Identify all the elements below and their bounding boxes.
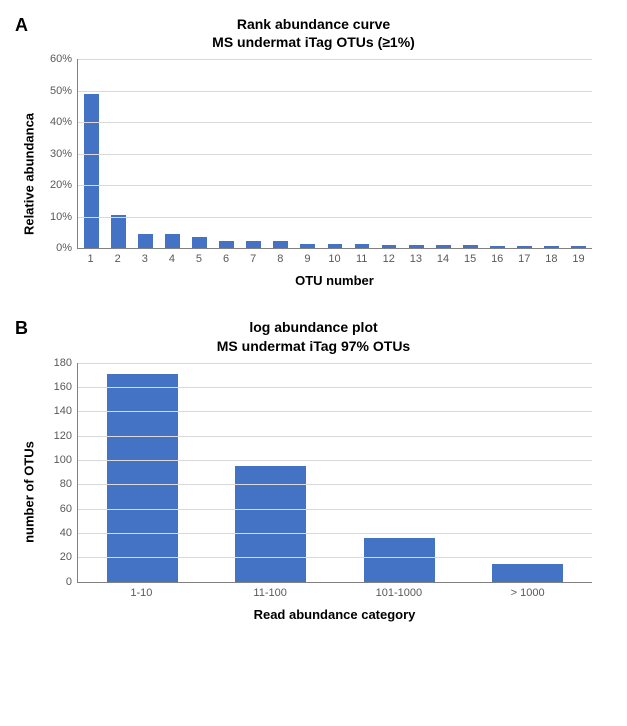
bar bbox=[273, 241, 288, 248]
bar bbox=[490, 246, 505, 249]
y-tick-label: 50% bbox=[50, 85, 78, 97]
gridline bbox=[78, 557, 592, 558]
chart-b-xlabel: Read abundance category bbox=[77, 607, 592, 622]
chart-a: Relative abundanca 0%10%20%30%40%50%60% … bbox=[77, 59, 592, 288]
x-tick-label: 101-1000 bbox=[335, 587, 464, 599]
bar bbox=[436, 245, 451, 248]
bar bbox=[138, 234, 153, 248]
y-tick-label: 30% bbox=[50, 148, 78, 160]
bar bbox=[382, 245, 397, 249]
gridline bbox=[78, 185, 592, 186]
x-tick-label: 4 bbox=[158, 253, 185, 265]
x-tick-label: 12 bbox=[375, 253, 402, 265]
bar bbox=[111, 215, 126, 248]
gridline bbox=[78, 411, 592, 412]
bar bbox=[544, 246, 559, 248]
y-tick-label: 20 bbox=[60, 551, 78, 563]
y-tick-label: 140 bbox=[54, 405, 78, 417]
x-tick-label: 5 bbox=[185, 253, 212, 265]
chart-a-title: Rank abundance curve MS undermat iTag OT… bbox=[15, 15, 612, 51]
gridline bbox=[78, 154, 592, 155]
bar-slot bbox=[207, 363, 336, 582]
x-tick-label: 6 bbox=[213, 253, 240, 265]
chart-b-bars bbox=[78, 363, 592, 582]
bar bbox=[165, 234, 180, 248]
x-tick-label: 18 bbox=[538, 253, 565, 265]
y-tick-label: 10% bbox=[50, 211, 78, 223]
gridline bbox=[78, 122, 592, 123]
y-tick-label: 120 bbox=[54, 430, 78, 442]
gridline bbox=[78, 533, 592, 534]
x-tick-label: 7 bbox=[240, 253, 267, 265]
bar bbox=[409, 245, 424, 248]
bar-slot bbox=[464, 363, 593, 582]
x-tick-label: > 1000 bbox=[463, 587, 592, 599]
x-tick-label: 8 bbox=[267, 253, 294, 265]
y-tick-label: 40 bbox=[60, 527, 78, 539]
y-tick-label: 20% bbox=[50, 179, 78, 191]
y-tick-label: 0 bbox=[66, 576, 78, 588]
y-tick-label: 60% bbox=[50, 53, 78, 65]
chart-a-xlabel: OTU number bbox=[77, 273, 592, 288]
y-tick-label: 40% bbox=[50, 116, 78, 128]
chart-a-xlabels: 12345678910111213141516171819 bbox=[77, 253, 592, 265]
x-tick-label: 16 bbox=[484, 253, 511, 265]
x-tick-label: 1 bbox=[77, 253, 104, 265]
chart-b-title: log abundance plot MS undermat iTag 97% … bbox=[15, 318, 612, 354]
chart-a-plot: 0%10%20%30%40%50%60% bbox=[77, 59, 592, 249]
bar bbox=[192, 237, 207, 248]
gridline bbox=[78, 387, 592, 388]
chart-a-ylabel: Relative abundanca bbox=[22, 113, 37, 235]
bar bbox=[355, 244, 370, 248]
x-tick-label: 19 bbox=[565, 253, 592, 265]
bar bbox=[463, 245, 478, 248]
x-tick-label: 9 bbox=[294, 253, 321, 265]
y-tick-label: 0% bbox=[56, 242, 78, 254]
x-tick-label: 14 bbox=[429, 253, 456, 265]
x-tick-label: 3 bbox=[131, 253, 158, 265]
x-tick-label: 10 bbox=[321, 253, 348, 265]
panel-a: A Rank abundance curve MS undermat iTag … bbox=[15, 15, 612, 288]
bar bbox=[107, 374, 178, 582]
bar-slot bbox=[78, 363, 207, 582]
y-tick-label: 180 bbox=[54, 357, 78, 369]
x-tick-label: 15 bbox=[457, 253, 484, 265]
x-tick-label: 17 bbox=[511, 253, 538, 265]
y-tick-label: 80 bbox=[60, 478, 78, 490]
bar-slot bbox=[335, 363, 464, 582]
x-tick-label: 2 bbox=[104, 253, 131, 265]
gridline bbox=[78, 59, 592, 60]
chart-b-xlabels: 1-1011-100101-1000> 1000 bbox=[77, 587, 592, 599]
panel-a-label: A bbox=[15, 15, 28, 36]
bar bbox=[219, 241, 234, 249]
bar bbox=[328, 244, 343, 248]
gridline bbox=[78, 436, 592, 437]
bar bbox=[517, 246, 532, 249]
gridline bbox=[78, 91, 592, 92]
panel-b-label: B bbox=[15, 318, 28, 339]
bar bbox=[364, 538, 435, 582]
bar bbox=[492, 564, 563, 582]
panel-b: B log abundance plot MS undermat iTag 97… bbox=[15, 318, 612, 621]
x-tick-label: 1-10 bbox=[77, 587, 206, 599]
bar bbox=[571, 246, 586, 248]
x-tick-label: 13 bbox=[402, 253, 429, 265]
x-tick-label: 11 bbox=[348, 253, 375, 265]
y-tick-label: 60 bbox=[60, 503, 78, 515]
y-tick-label: 160 bbox=[54, 381, 78, 393]
gridline bbox=[78, 363, 592, 364]
gridline bbox=[78, 509, 592, 510]
chart-b-ylabel: number of OTUs bbox=[22, 441, 37, 543]
gridline bbox=[78, 217, 592, 218]
gridline bbox=[78, 460, 592, 461]
y-tick-label: 100 bbox=[54, 454, 78, 466]
chart-b-plot: 020406080100120140160180 bbox=[77, 363, 592, 583]
bar bbox=[84, 94, 99, 248]
gridline bbox=[78, 484, 592, 485]
chart-b: number of OTUs 020406080100120140160180 … bbox=[77, 363, 592, 622]
x-tick-label: 11-100 bbox=[206, 587, 335, 599]
bar bbox=[246, 241, 261, 248]
bar bbox=[300, 244, 315, 249]
